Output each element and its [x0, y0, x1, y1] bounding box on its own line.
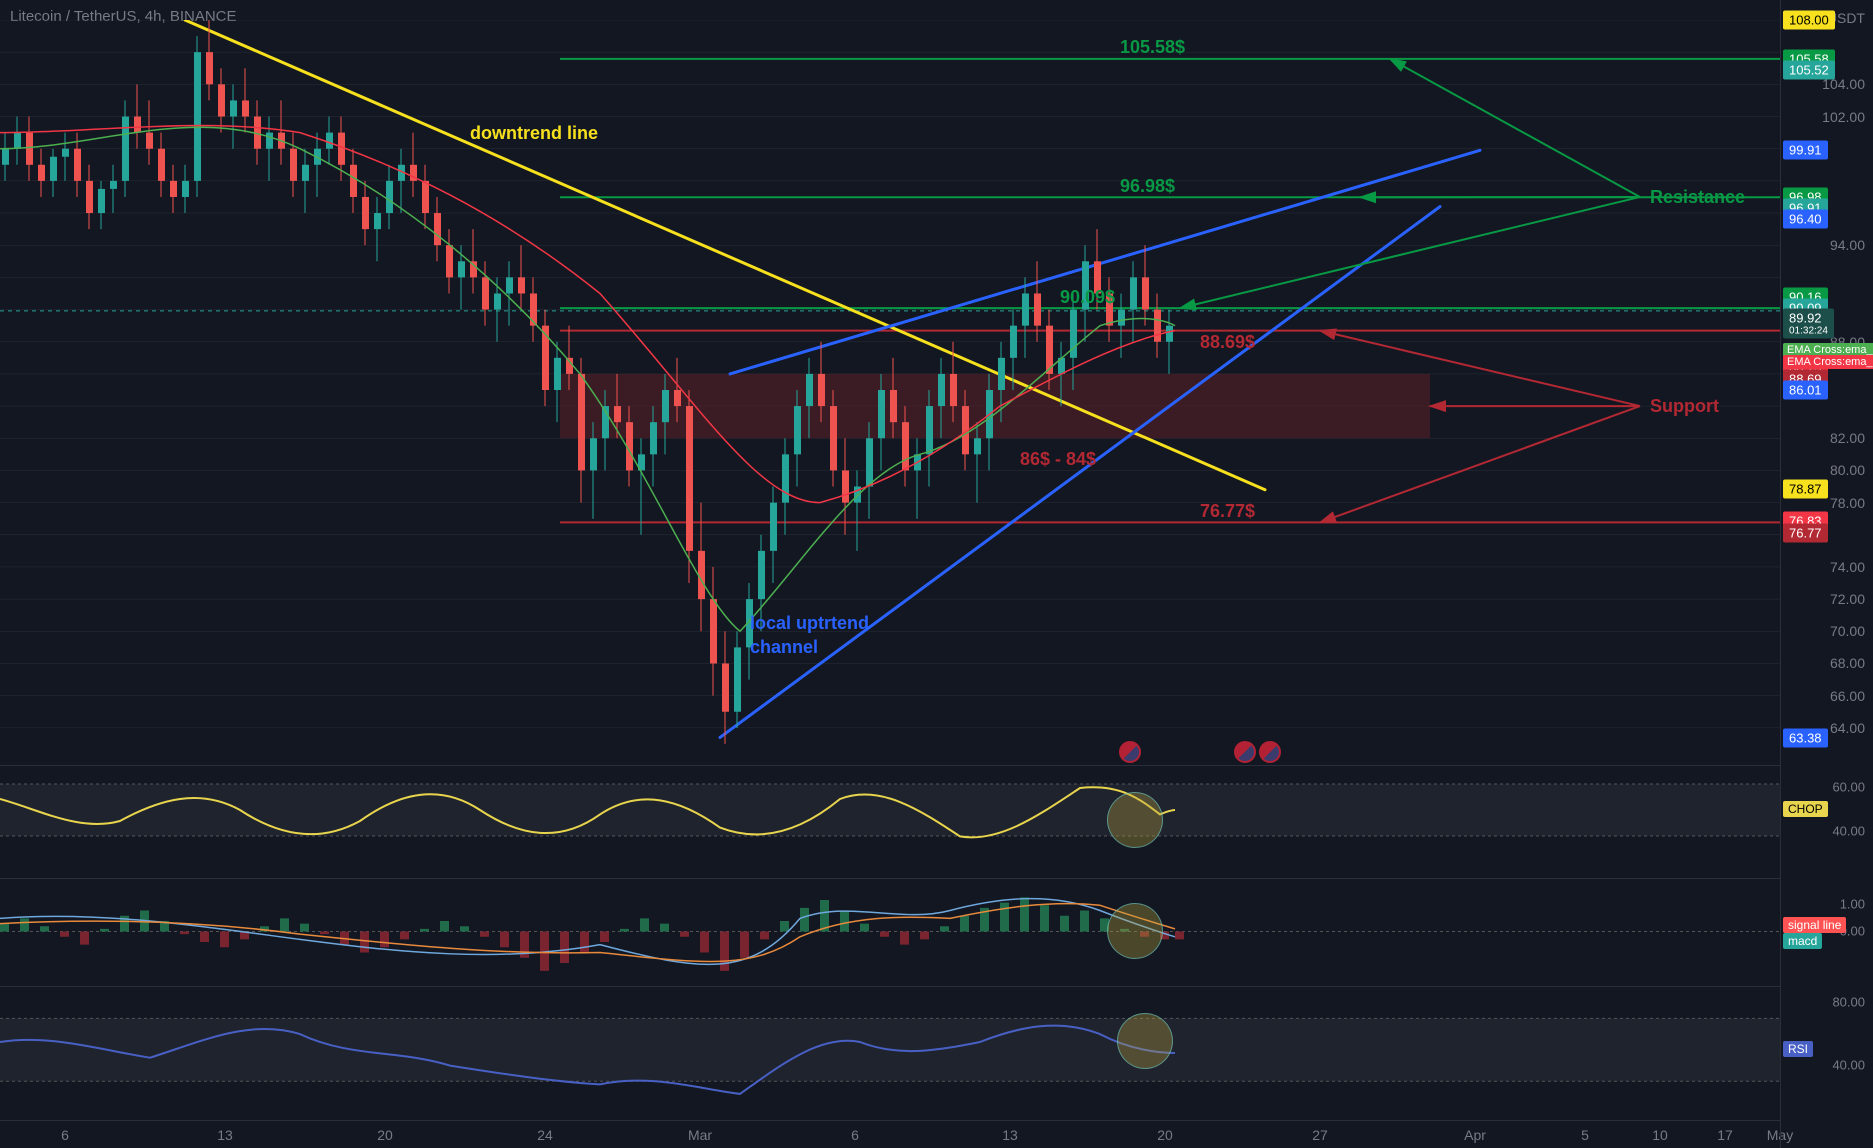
time-axis-label: 17 — [1717, 1127, 1733, 1143]
annotation: Resistance — [1650, 187, 1745, 208]
price-gridline-label: 94.00 — [1830, 237, 1865, 253]
time-axis-label: 6 — [851, 1127, 859, 1143]
price-gridline-label: 102.00 — [1822, 109, 1865, 125]
chart-container: Litecoin / TetherUS, 4h, BINANCE 6132024… — [0, 0, 1780, 1148]
economic-event-icon[interactable] — [1234, 741, 1256, 763]
price-axis[interactable]: USDT 64.0066.0068.0070.0072.0074.0078.00… — [1780, 0, 1873, 1148]
price-tag: 76.77 — [1783, 524, 1828, 543]
time-axis-label: 20 — [377, 1127, 393, 1143]
annotation: 90.09$ — [1060, 287, 1115, 308]
annotation: 86$ - 84$ — [1020, 449, 1096, 470]
price-gridline-label: 74.00 — [1830, 559, 1865, 575]
annotation: 96.98$ — [1120, 176, 1175, 197]
highlight-circle — [1107, 792, 1163, 848]
indicator-tag: CHOP — [1783, 801, 1828, 817]
price-tag: 63.38 — [1783, 728, 1828, 747]
price-gridline-label: 66.00 — [1830, 688, 1865, 704]
indicator-tag: RSI — [1783, 1041, 1813, 1057]
annotation: 105.58$ — [1120, 37, 1185, 58]
time-axis-label: 27 — [1312, 1127, 1328, 1143]
annotation: Support — [1650, 396, 1719, 417]
price-gridline-label: 80.00 — [1830, 462, 1865, 478]
time-axis-label: Mar — [688, 1127, 712, 1143]
time-axis-label: 24 — [537, 1127, 553, 1143]
time-axis-label: 13 — [217, 1127, 233, 1143]
indicator-tick: 1.00 — [1840, 897, 1865, 912]
price-tag: 96.40 — [1783, 210, 1828, 229]
highlight-circle — [1107, 903, 1163, 959]
price-tag: 78.87 — [1783, 479, 1828, 498]
time-axis-label: 20 — [1157, 1127, 1173, 1143]
chop-panel[interactable] — [0, 765, 1780, 875]
indicator-tick: 40.00 — [1832, 1057, 1865, 1072]
rsi-panel[interactable] — [0, 986, 1780, 1096]
price-gridline-label: 72.00 — [1830, 591, 1865, 607]
time-axis-label: 5 — [1581, 1127, 1589, 1143]
indicator-tag: signal line — [1783, 917, 1846, 933]
price-tag: 99.91 — [1783, 141, 1828, 160]
indicator-tick: 40.00 — [1832, 824, 1865, 839]
annotation: channel — [750, 637, 818, 658]
time-axis-label: 10 — [1652, 1127, 1668, 1143]
annotation: 88.69$ — [1200, 332, 1255, 353]
price-gridline-label: 78.00 — [1830, 495, 1865, 511]
indicator-tick: 60.00 — [1832, 780, 1865, 795]
highlight-circle — [1117, 1013, 1173, 1069]
price-gridline-label: 70.00 — [1830, 623, 1865, 639]
indicator-tick: 80.00 — [1832, 994, 1865, 1009]
time-axis-label: 13 — [1002, 1127, 1018, 1143]
annotation: 76.77$ — [1200, 501, 1255, 522]
ema-tag: EMA Cross:ema_01 — [1783, 355, 1873, 369]
price-gridline-label: 68.00 — [1830, 655, 1865, 671]
time-axis-label: 6 — [61, 1127, 69, 1143]
time-axis-label: Apr — [1464, 1127, 1486, 1143]
indicator-tag: macd — [1783, 933, 1822, 949]
price-tag: 86.01 — [1783, 381, 1828, 400]
economic-event-icon[interactable] — [1259, 741, 1281, 763]
annotation: downtrend line — [470, 123, 598, 144]
price-tag: 89.9201:32:24 — [1783, 309, 1834, 339]
macd-panel[interactable] — [0, 878, 1780, 983]
main-chart[interactable] — [0, 20, 1780, 780]
price-tag: 108.00 — [1783, 11, 1835, 30]
price-tag: 105.52 — [1783, 60, 1835, 79]
annotation: local uptrtend — [750, 613, 869, 634]
economic-event-icon[interactable] — [1119, 741, 1141, 763]
price-gridline-label: 64.00 — [1830, 720, 1865, 736]
price-gridline-label: 82.00 — [1830, 430, 1865, 446]
x-axis: 6132024Mar6132027Apr51017May — [0, 1120, 1780, 1148]
